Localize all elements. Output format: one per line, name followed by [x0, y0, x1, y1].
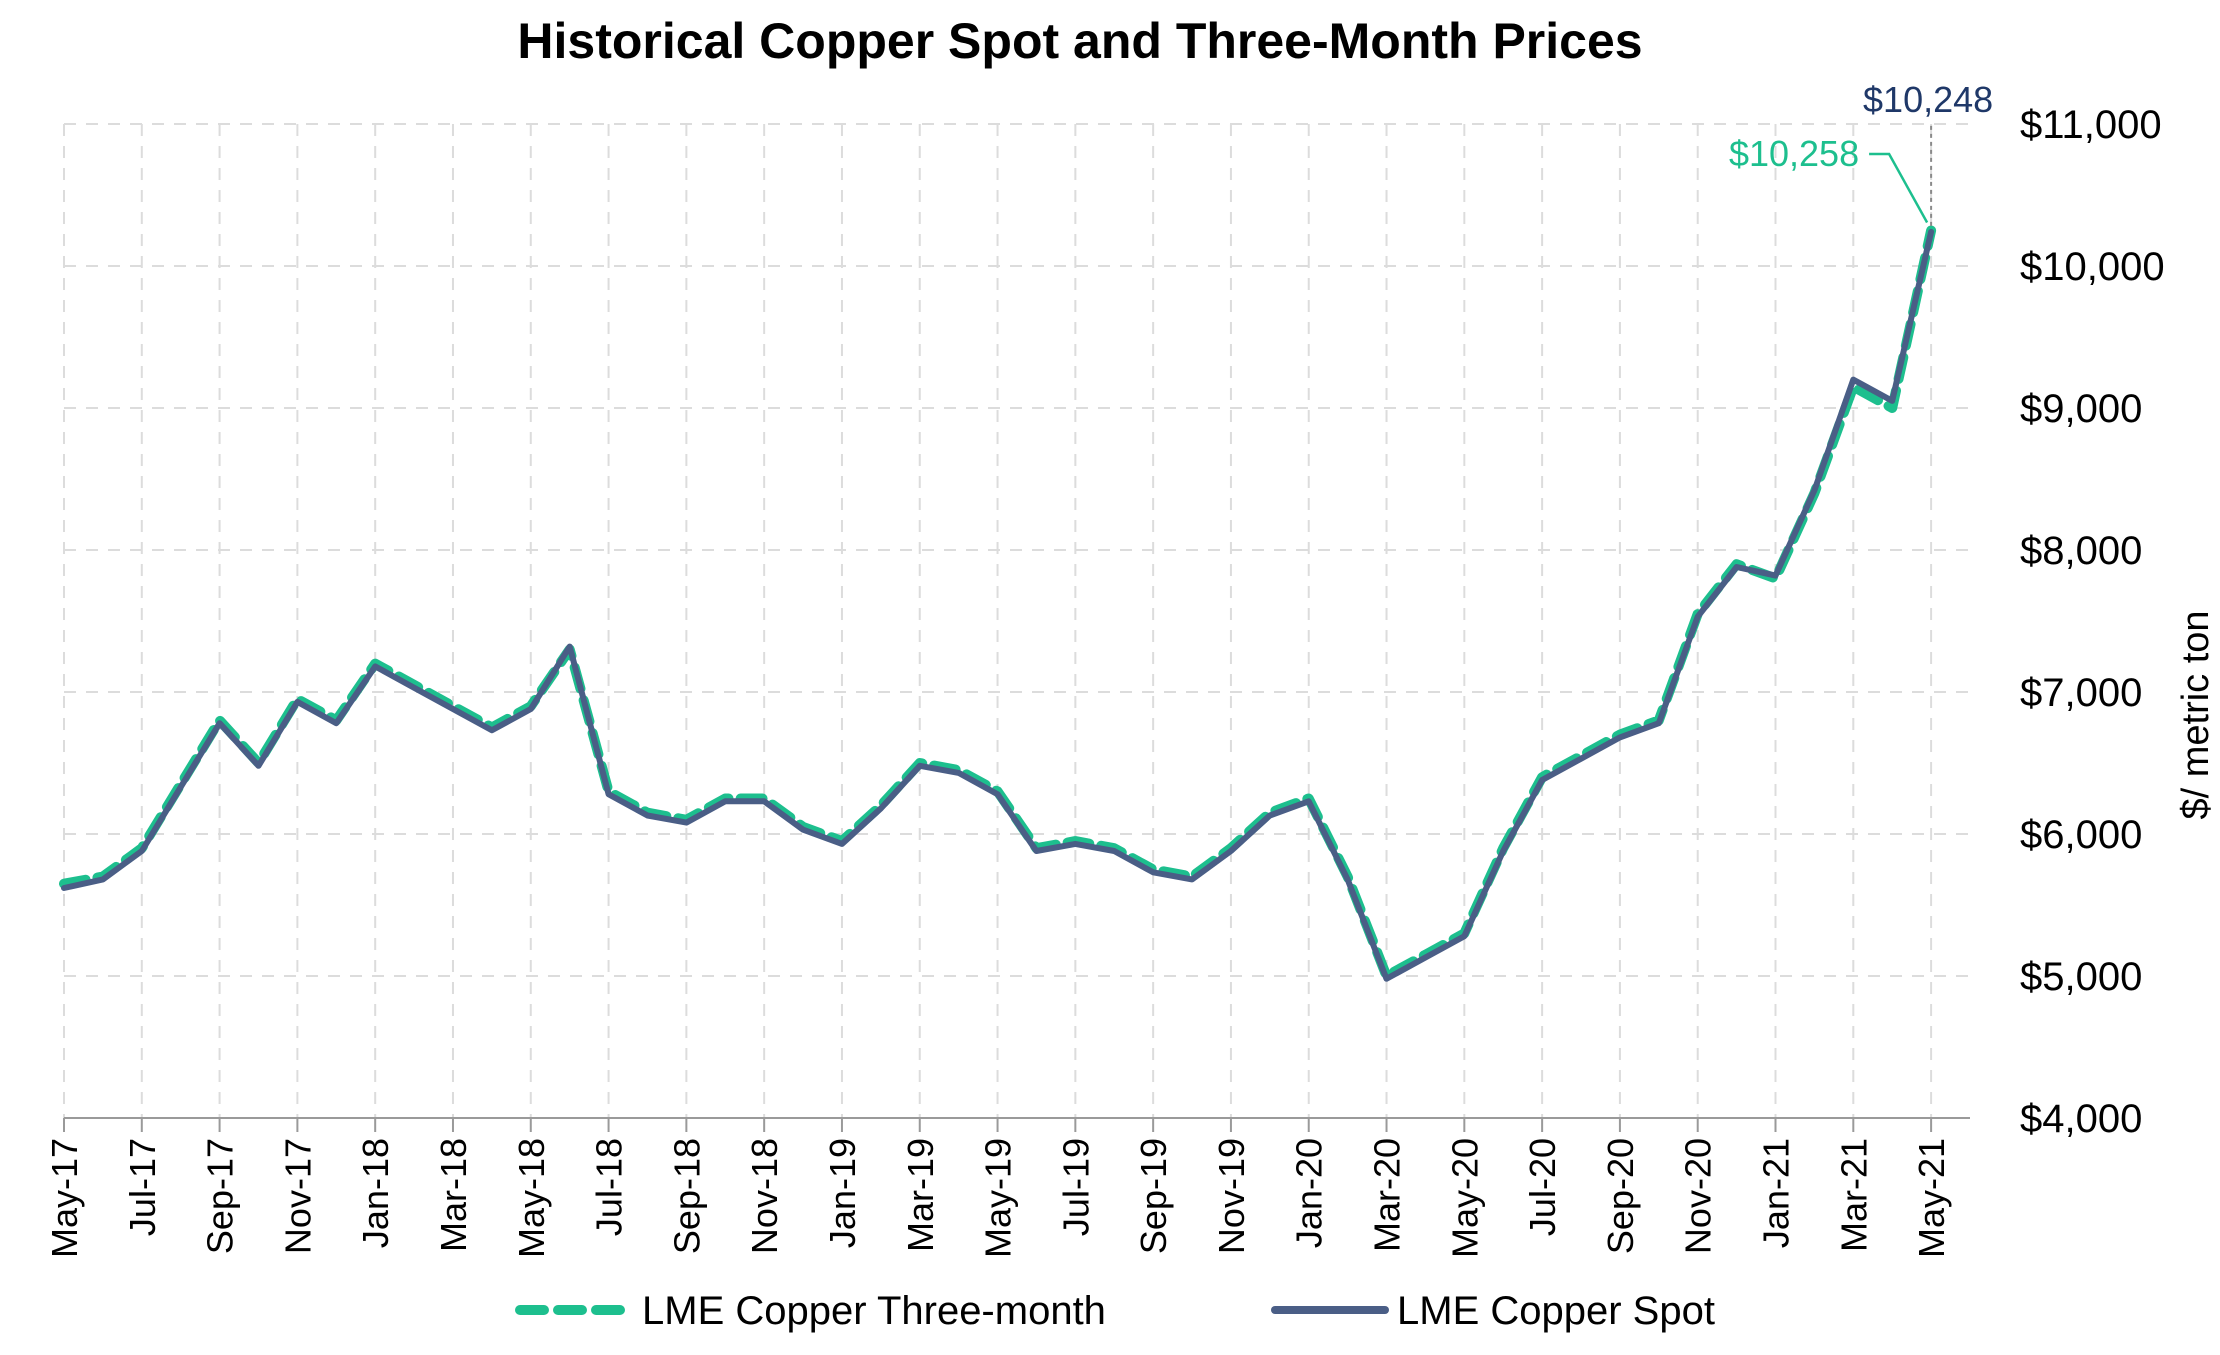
y-tick-label: $5,000	[2020, 955, 2142, 999]
x-tick-label: Mar-20	[1367, 1138, 1408, 1252]
x-tick-label: Jan-21	[1756, 1138, 1797, 1248]
x-tick-label: Jul-20	[1522, 1138, 1563, 1236]
x-tick-label: May-21	[1911, 1138, 1952, 1258]
x-tick-label: Mar-21	[1833, 1138, 1874, 1252]
chart-title: Historical Copper Spot and Three-Month P…	[517, 13, 1642, 69]
x-tick-label: Nov-19	[1211, 1138, 1252, 1254]
x-tick-label: Sep-20	[1600, 1138, 1641, 1254]
x-tick-label: Jan-18	[355, 1138, 396, 1248]
x-tick-label: Nov-20	[1678, 1138, 1719, 1254]
x-tick-label: Jul-19	[1055, 1138, 1096, 1236]
annotation-leader-line	[1869, 152, 1929, 224]
x-tick-label: Jul-18	[589, 1138, 630, 1236]
series-lines	[59, 225, 1937, 982]
x-tick-label: Jul-17	[122, 1138, 163, 1236]
legend-label-three-month: LME Copper Three-month	[642, 1289, 1106, 1333]
series-spot-line	[61, 228, 1935, 982]
x-tick-label: Sep-17	[200, 1138, 241, 1254]
annotation-three-month-label: $10,258	[1729, 133, 1859, 174]
series-three-month-line	[59, 225, 1937, 981]
y-tick-label: $4,000	[2020, 1097, 2142, 1141]
annotations: $10,248$10,258	[1729, 79, 1993, 226]
y-tick-label: $6,000	[2020, 813, 2142, 857]
y-tick-label: $8,000	[2020, 529, 2142, 573]
gridlines	[63, 123, 1970, 1118]
x-tick-label: May-18	[511, 1138, 552, 1258]
x-tick-label: Nov-18	[744, 1138, 785, 1254]
x-tick-label: Nov-17	[277, 1138, 318, 1254]
x-tick-label: May-20	[1444, 1138, 1485, 1258]
x-tick-label: Jan-20	[1289, 1138, 1330, 1248]
legend: LME Copper Three-month LME Copper Spot	[515, 1289, 1715, 1333]
y-tick-label: $9,000	[2020, 387, 2142, 431]
y-tick-label: $10,000	[2020, 245, 2165, 289]
x-tick-label: May-19	[978, 1138, 1019, 1258]
x-tick-label: Jan-19	[822, 1138, 863, 1248]
y-tick-label: $11,000	[2020, 103, 2162, 147]
x-tick-label: Mar-18	[433, 1138, 474, 1252]
x-tick-label: May-17	[44, 1138, 85, 1258]
axes: $4,000 $5,000 $6,000 $7,000 $8,000 $9,000 $10,…	[44, 103, 2165, 1258]
x-tick-label: Sep-18	[666, 1138, 707, 1254]
legend-label-spot: LME Copper Spot	[1397, 1289, 1715, 1333]
y-tick-label: $7,000	[2020, 671, 2142, 715]
y-axis-title: $/ metric ton	[2175, 610, 2217, 819]
annotation-spot-label: $10,248	[1863, 79, 1993, 120]
x-tick-label: Mar-19	[900, 1138, 941, 1252]
x-tick-label: Sep-19	[1133, 1138, 1174, 1254]
